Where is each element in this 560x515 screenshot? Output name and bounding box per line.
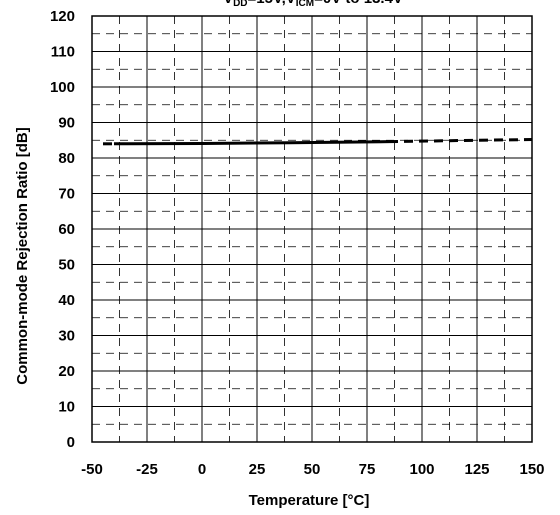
series-line-dashed [388, 138, 533, 144]
y-tick-label: 90 [58, 115, 75, 132]
x-axis-label: Temperature [°C] [249, 492, 370, 509]
y-tick-label: 30 [58, 328, 75, 345]
x-tick-label: 125 [464, 461, 489, 478]
x-tick-label: -50 [81, 461, 103, 478]
chart-title-part: DD [233, 0, 247, 9]
x-tick-label: 25 [249, 461, 266, 478]
x-tick-labels: -50 -25 0 25 50 75 100 125 150 [81, 461, 544, 478]
y-tick-label: 60 [58, 221, 75, 238]
y-tick-labels: 0 10 20 30 40 50 60 70 80 90 100 110 120 [50, 8, 75, 451]
y-tick-label: 0 [67, 434, 75, 451]
y-tick-label: 80 [58, 150, 75, 167]
chart-title-part: V [223, 0, 233, 7]
chart-title-part: ICM [296, 0, 314, 9]
y-tick-label: 20 [58, 363, 75, 380]
chart-title-part: =0V to 13.4V [314, 0, 403, 7]
y-tick-label: 10 [58, 399, 75, 416]
y-axis-label: Common-mode Rejection Ratio [dB] [14, 127, 31, 385]
plot-frame [91, 15, 533, 443]
series-layer [103, 138, 533, 146]
y-tick-label: 120 [50, 8, 75, 25]
chart-title-part: =15V,V [248, 0, 296, 7]
series-line-solid [113, 140, 390, 146]
grid [91, 15, 533, 443]
y-tick-label: 110 [51, 44, 75, 61]
y-tick-label: 100 [50, 79, 75, 96]
y-tick-label: 50 [58, 257, 75, 274]
x-tick-label: 150 [519, 461, 544, 478]
x-tick-label: 100 [409, 461, 434, 478]
x-tick-label: -25 [136, 461, 158, 478]
chart-title: VDD=15V,VICM=0V to 13.4V [223, 0, 403, 9]
x-tick-label: 75 [359, 461, 376, 478]
y-tick-label: 40 [58, 292, 75, 309]
x-tick-label: 0 [198, 461, 206, 478]
x-tick-label: 50 [304, 461, 321, 478]
y-tick-label: 70 [58, 186, 75, 203]
